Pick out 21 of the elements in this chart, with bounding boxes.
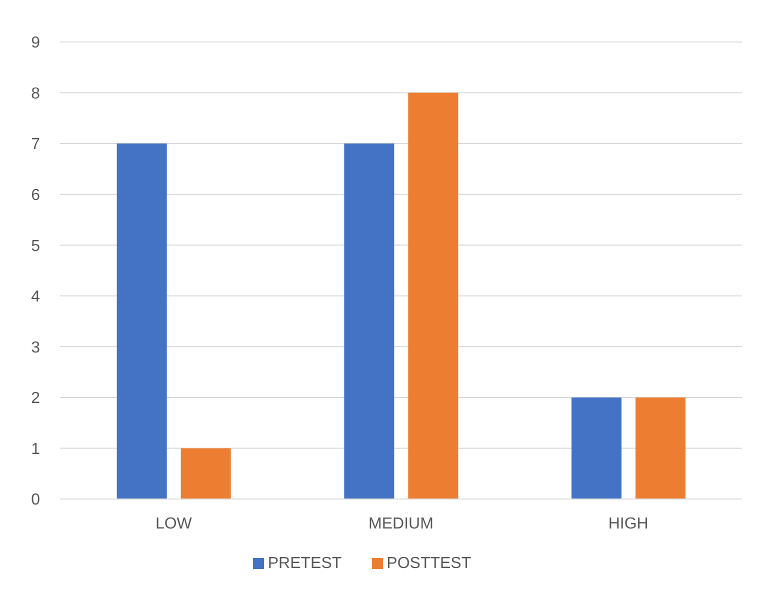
x-tick-label: LOW <box>155 515 193 532</box>
y-tick-label: 2 <box>31 390 40 408</box>
y-tick-label: 1 <box>31 440 40 458</box>
x-tick-label: MEDIUM <box>368 515 434 532</box>
y-tick-label: 5 <box>31 238 40 255</box>
bar <box>408 92 458 499</box>
bar <box>572 397 622 499</box>
bar <box>180 448 231 499</box>
legend-label: POSTTEST <box>386 555 472 572</box>
y-tick-label: 4 <box>31 288 40 306</box>
y-tick-label: 7 <box>31 136 40 154</box>
bar <box>344 144 394 499</box>
legend-label: PRETEST <box>268 555 342 572</box>
y-tick-label: 8 <box>31 85 40 102</box>
bar <box>116 144 167 499</box>
y-tick-label: 9 <box>31 34 40 52</box>
bar <box>636 397 686 499</box>
y-tick-label: 6 <box>31 187 40 204</box>
y-tick-label: 0 <box>31 492 40 509</box>
y-tick-label: 3 <box>31 339 40 356</box>
x-tick-label: HIGH <box>608 515 648 532</box>
